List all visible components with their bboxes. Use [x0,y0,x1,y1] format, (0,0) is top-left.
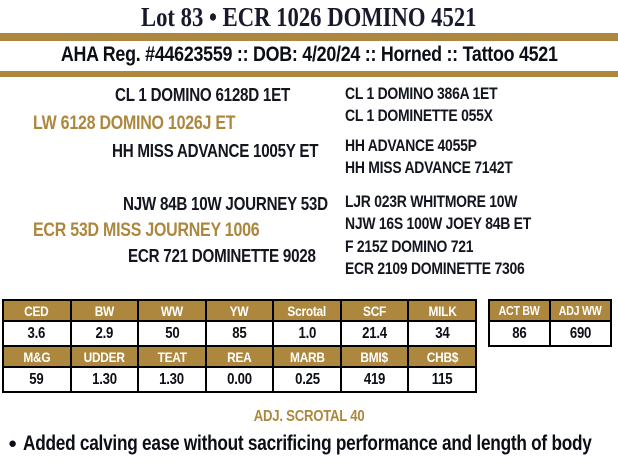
sale-note-text: Added calving ease without sacrificing p… [23,432,592,455]
bullet-icon: ● [8,435,18,452]
epd-header-cell: WW [137,299,207,322]
act-bw-value: 86 [488,320,551,347]
epd-value-cell: 419 [339,366,410,393]
sire-grandparent-1: CL 1 DOMINO 386A 1ET [345,84,498,103]
epd-value-cell: 50 [137,320,207,347]
epd-header-row-2: M&G UDDER TEAT REA MARB BMI$ CHB$ [2,345,477,368]
sire-grandparent-3: HH ADVANCE 4055P [345,136,477,155]
dam-grandparent-4: ECR 2109 DOMINETTE 7306 [345,259,525,278]
epd-header-cell: TEAT [137,345,207,368]
sale-note: ● Added calving ease without sacrificing … [8,432,618,456]
sire-grandparent-4: HH MISS ADVANCE 7142T [345,158,513,177]
page-title: Lot 83 • ECR 1026 DOMINO 4521 [0,2,618,33]
epd-value-cell: 1.30 [137,366,207,393]
divider-bar-top [0,33,618,41]
registration-line: AHA Reg. #44623559 :: DOB: 4/20/24 :: Ho… [0,43,618,67]
epd-header-cell: BW [69,299,140,322]
epd-value-row-1: 3.6 2.9 50 85 1.0 21.4 34 [2,320,477,347]
act-header-row: ACT BW ADJ WW [488,299,612,322]
epd-header-cell: REA [204,345,275,368]
epd-value-cell: 1.0 [272,320,342,347]
epd-value-cell: 3.6 [2,320,72,347]
epd-header-cell: YW [204,299,275,322]
sire-grandparent-2: CL 1 DOMINETTE 055X [345,106,493,125]
actual-weights-table: ACT BW ADJ WW 86 690 [488,299,612,347]
epd-header-row-1: CED BW WW YW Scrotal SCF MILK [2,299,477,322]
dam-sire-name: NJW 84B 10W JOURNEY 53D [123,193,328,214]
dam-grandparent-2: NJW 16S 100W JOEY 84B ET [345,214,531,233]
sire-sire-name: CL 1 DOMINO 6128D 1ET [115,84,290,105]
epd-value-cell: 34 [407,320,477,347]
epd-value-cell: 59 [2,366,72,393]
epd-header-cell: CED [2,299,72,322]
epd-header-cell: BMI$ [339,345,410,368]
sire-dam-name: HH MISS ADVANCE 1005Y ET [112,140,319,161]
epd-header-cell: CHB$ [407,345,477,368]
epd-header-cell: MILK [407,299,477,322]
epd-header-cell: M&G [2,345,72,368]
act-value-row: 86 690 [488,320,612,347]
dam-grandparent-1: LJR 023R WHITMORE 10W [345,192,518,211]
epd-value-cell: 85 [204,320,275,347]
adj-scrotal-text: ADJ. SCROTAL 40 [253,408,365,425]
epd-value-cell: 1.30 [69,366,140,393]
act-bw-header: ACT BW [488,299,551,322]
epd-value-cell: 21.4 [339,320,410,347]
adj-ww-value: 690 [549,320,612,347]
epd-value-cell: 2.9 [69,320,140,347]
divider-bar-bottom [0,71,618,77]
dam-dam-name: ECR 721 DOMINETTE 9028 [128,245,316,266]
epd-header-cell: Scrotal [272,299,342,322]
epd-table: CED BW WW YW Scrotal SCF MILK 3.6 2.9 50… [2,299,477,393]
lot-title-text: Lot 83 • ECR 1026 DOMINO 4521 [141,2,477,32]
epd-value-row-2: 59 1.30 1.30 0.00 0.25 419 115 [2,366,477,393]
sire-name: LW 6128 DOMINO 1026J ET [33,112,236,134]
epd-value-cell: 0.25 [272,366,342,393]
adj-ww-header: ADJ WW [549,299,612,322]
registration-text: AHA Reg. #44623559 :: DOB: 4/20/24 :: Ho… [60,43,558,66]
adj-scrotal-line: ADJ. SCROTAL 40 [0,408,618,426]
epd-value-cell: 0.00 [204,366,275,393]
dam-name: ECR 53D MISS JOURNEY 1006 [33,219,260,241]
epd-header-cell: SCF [339,299,410,322]
epd-header-cell: MARB [272,345,342,368]
epd-value-cell: 115 [407,366,477,393]
dam-grandparent-3: F 215Z DOMINO 721 [345,237,474,256]
epd-header-cell: UDDER [69,345,140,368]
